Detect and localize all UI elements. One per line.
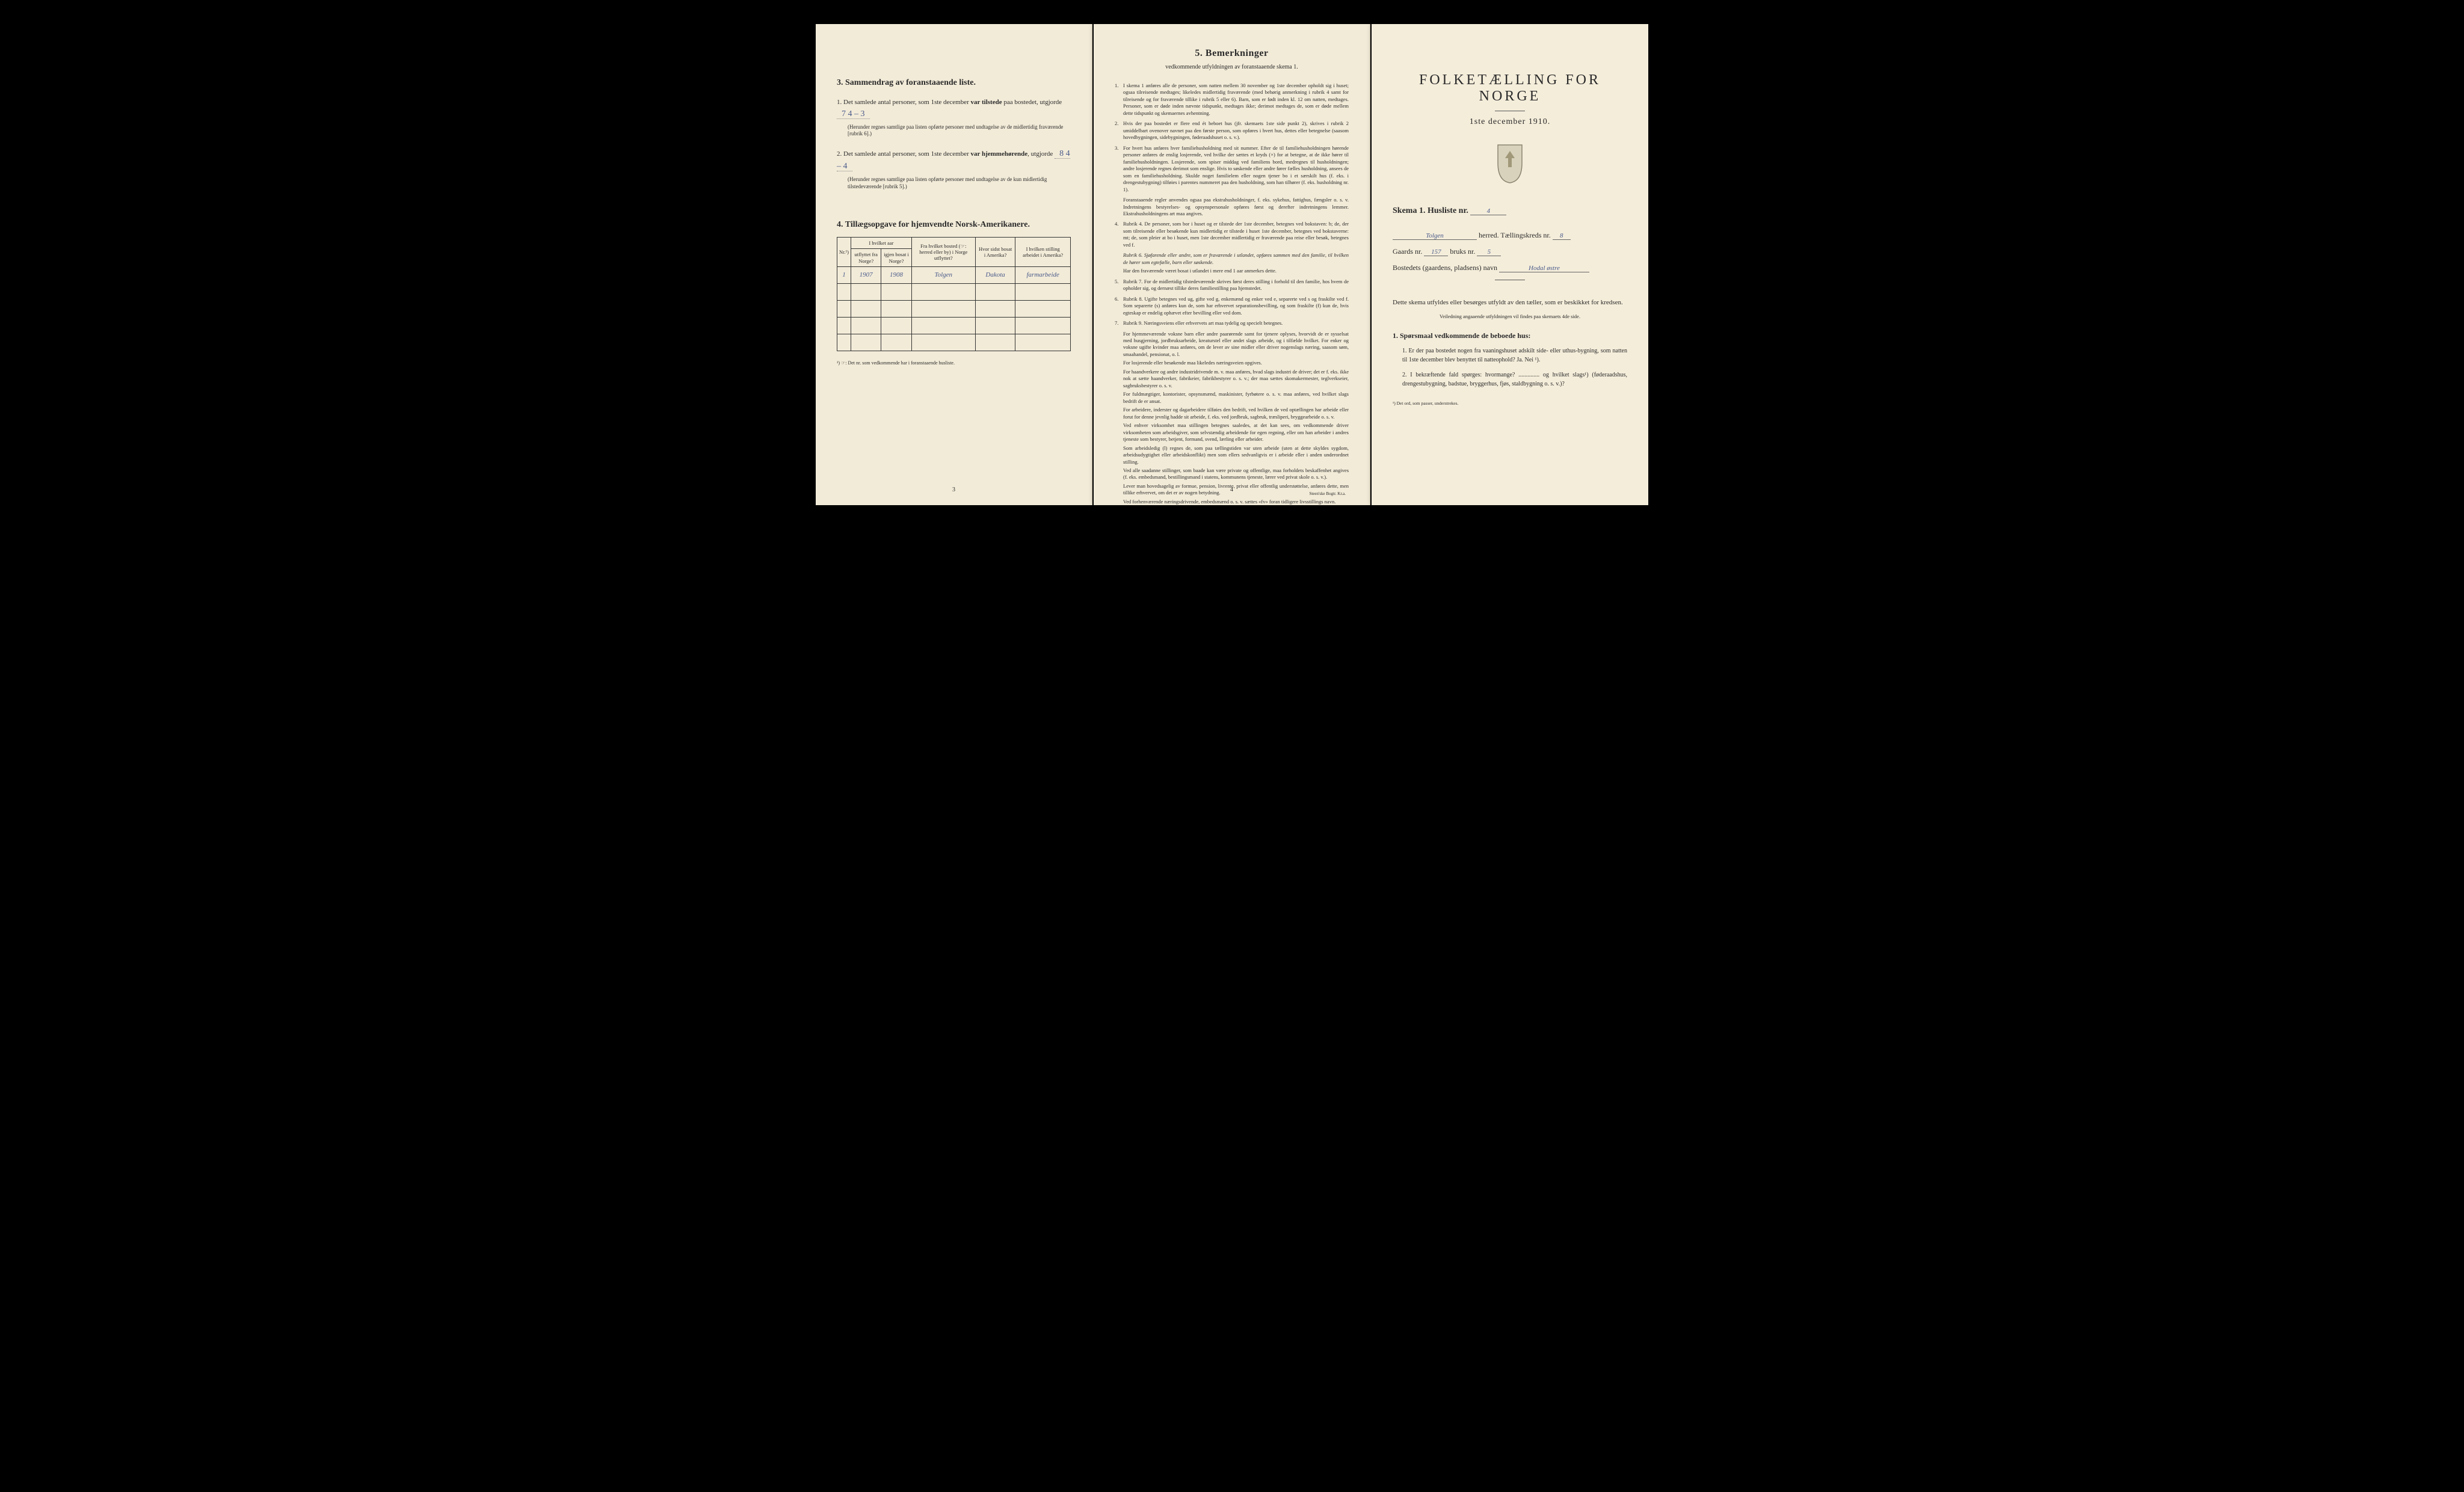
page-number: 3 — [952, 487, 955, 493]
amerikanere-table: Nr.¹) I hvilket aar Fra hvilket bosted (… — [837, 237, 1071, 351]
section-3-heading: 3. Sammendrag av foranstaaende liste. — [837, 78, 1071, 88]
question-1: 1. Er der paa bostedet nogen fra vaaning… — [1402, 346, 1627, 364]
cell-igjen: 1908 — [881, 266, 911, 283]
bruks-nr: 5 — [1477, 248, 1501, 256]
th-utflyttet: utflyttet fra Norge? — [851, 249, 881, 266]
footnote: ¹) ☞: Det nr. som vedkommende har i fora… — [837, 360, 1071, 366]
remark-4: Rubrik 4. De personer, som bor i huset o… — [1115, 221, 1349, 248]
th-fra: Fra hvilket bosted (☞: herred eller by) … — [911, 238, 975, 267]
coat-of-arms-icon — [1393, 142, 1627, 191]
gaards-nr: 157 — [1424, 248, 1448, 256]
small-instruct: Veiledning angaaende utfyldningen vil fi… — [1393, 313, 1627, 319]
bosted-line: Bostedets (gaardens, pladsens) navn Hoda… — [1393, 263, 1627, 272]
remark-1: I skema 1 anføres alle de personer, som … — [1115, 82, 1349, 117]
cell-stilling: farmarbeide — [1015, 266, 1071, 283]
sub-7b: For losjerende eller besøkende maa likel… — [1123, 360, 1349, 366]
date: 1ste december 1910. — [1393, 117, 1627, 127]
sub-3a: Foranstaaende regler anvendes ogsaa paa … — [1123, 197, 1349, 217]
bosted-value: Hodal østre — [1499, 265, 1589, 272]
remark-3: For hvert hus anføres hver familiehushol… — [1115, 145, 1349, 193]
cell-nr: 1 — [837, 266, 851, 283]
item-1-value: 7 4 – 3 — [837, 109, 870, 119]
skema-line: Skema 1. Husliste nr. 4 — [1393, 206, 1627, 216]
page-4: 5. Bemerkninger vedkommende utfyldningen… — [1094, 24, 1370, 505]
th-hvor: Hvor sidst bosat i Amerika? — [975, 238, 1015, 267]
remark-5: Rubrik 7. For de midlertidig tilstedevær… — [1115, 278, 1349, 292]
th-aar: I hvilket aar — [851, 238, 912, 249]
instruct: Dette skema utfyldes eller besørges utfy… — [1393, 298, 1627, 307]
herred-value: Tolgen — [1393, 232, 1477, 240]
cell-fra: Tolgen — [911, 266, 975, 283]
footnote: ¹) Det ord, som passer, understrekes. — [1393, 401, 1627, 406]
item-2-pre: 2. Det samlede antal personer, som 1ste … — [837, 150, 971, 158]
section-4-tillaeg: 4. Tillægsopgave for hjemvendte Norsk-Am… — [837, 220, 1071, 366]
item-1-bold: var tilstede — [971, 99, 1002, 106]
item-1: 1. Det samlede antal personer, som 1ste … — [837, 97, 1071, 138]
section-3-sammendrag: 3. Sammendrag av foranstaaende liste. 1.… — [837, 78, 1071, 190]
herred-line: Tolgen herred. Tællingskreds nr. 8 — [1393, 231, 1627, 240]
gaards-label: Gaards nr. — [1393, 247, 1422, 256]
sub-4b: Har den fraværende været bosat i utlande… — [1123, 268, 1349, 274]
question-2: 2. I bekræftende fald spørges: hvormange… — [1402, 370, 1627, 388]
sub-4a: Rubrik 6. Sjøfarende eller andre, som er… — [1123, 252, 1349, 266]
sub-7f: Ved enhver virksomhet maa stillingen bet… — [1123, 422, 1349, 443]
th-stilling: I hvilken stilling arbeidet i Amerika? — [1015, 238, 1071, 267]
remark-list: I skema 1 anføres alle de personer, som … — [1115, 82, 1349, 193]
q-heading: 1. Spørsmaal vedkommende de beboede hus: — [1393, 331, 1627, 340]
item-1-pre: 1. Det samlede antal personer, som 1ste … — [837, 99, 971, 106]
remark-list-4: Rubrik 4. De personer, som bor i huset o… — [1115, 221, 1349, 248]
cell-hvor: Dakota — [975, 266, 1015, 283]
th-nr: Nr.¹) — [837, 238, 851, 267]
remark-2: Hvis der paa bostedet er flere end ét be… — [1115, 120, 1349, 141]
item-2-post: , utgjorde — [1027, 150, 1055, 158]
section-5-subheading: vedkommende utfyldningen av foranstaaend… — [1115, 64, 1349, 70]
table-row — [837, 334, 1071, 351]
table-row: 1 1907 1908 Tolgen Dakota farmarbeide — [837, 266, 1071, 283]
page-number: 4 — [1230, 487, 1233, 493]
remark-list-5: Rubrik 7. For de midlertidig tilstedevær… — [1115, 278, 1349, 327]
main-title: FOLKETÆLLING FOR NORGE — [1393, 72, 1627, 105]
bruks-label: bruks nr. — [1450, 247, 1475, 256]
sub-7h: Ved alle saadanne stillinger, som baade … — [1123, 467, 1349, 481]
herred-label: herred. Tællingskreds nr. — [1479, 231, 1551, 239]
table-row — [837, 317, 1071, 334]
item-2: 2. Det samlede antal personer, som 1ste … — [837, 147, 1071, 190]
sub-7c: For haandverkere og andre industridriven… — [1123, 369, 1349, 389]
cell-ut: 1907 — [851, 266, 881, 283]
item-1-post: paa bostedet, utgjorde — [1002, 99, 1062, 106]
skema-label: Skema 1. Husliste nr. — [1393, 206, 1468, 215]
sub-7a: For hjemmeværende voksne barn eller andr… — [1123, 331, 1349, 358]
item-1-note: (Herunder regnes samtlige paa listen opf… — [848, 124, 1071, 138]
item-2-bold: var hjemmehørende — [971, 150, 1028, 158]
remark-7: Rubrik 9. Næringsveiens eller erhvervets… — [1115, 320, 1349, 327]
husliste-nr: 4 — [1470, 207, 1506, 215]
bosted-label: Bostedets (gaardens, pladsens) navn — [1393, 263, 1497, 272]
sub-7e: For arbeidere, inderster og dagarbeidere… — [1123, 407, 1349, 420]
printer-mark: Steen'ske Bogtr. Kr.a. — [1309, 491, 1346, 496]
page-1-cover: FOLKETÆLLING FOR NORGE 1ste december 191… — [1372, 24, 1648, 505]
sub-7d: For fuldmægtiger, kontorister, opsynsmæn… — [1123, 391, 1349, 405]
gaard-line: Gaards nr. 157 bruks nr. 5 — [1393, 247, 1627, 256]
table-row — [837, 283, 1071, 300]
section-5-heading: 5. Bemerkninger — [1115, 48, 1349, 59]
sub-7g: Som arbeidsledig (l) regnes de, som paa … — [1123, 445, 1349, 465]
item-2-note: (Herunder regnes samtlige paa listen opf… — [848, 176, 1071, 190]
sub-7j: Ved forhenværende næringsdrivende, embed… — [1123, 499, 1349, 505]
q1-text: 1. Er der paa bostedet nogen fra vaaning… — [1402, 348, 1627, 363]
question-block: 1. Spørsmaal vedkommende de beboede hus:… — [1393, 331, 1627, 388]
kreds-nr: 8 — [1553, 232, 1571, 240]
remark-6: Rubrik 8. Ugifte betegnes ved ug, gifte … — [1115, 296, 1349, 316]
page-3: 3. Sammendrag av foranstaaende liste. 1.… — [816, 24, 1092, 505]
table-row — [837, 300, 1071, 317]
th-igjen: igjen bosat i Norge? — [881, 249, 911, 266]
section-4-heading: 4. Tillægsopgave for hjemvendte Norsk-Am… — [837, 220, 1071, 230]
